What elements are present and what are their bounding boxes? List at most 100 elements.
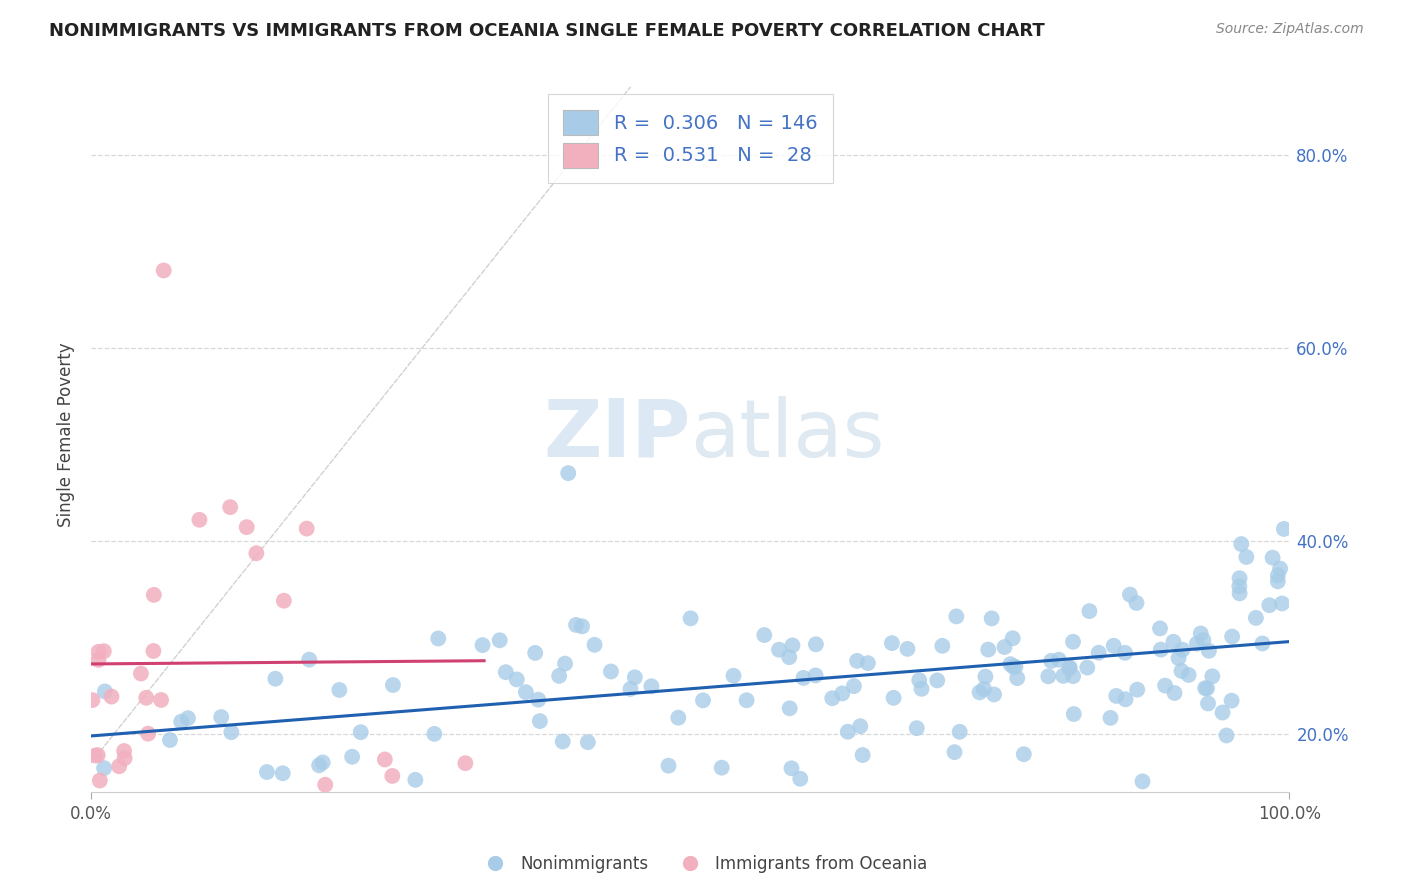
Text: Source: ZipAtlas.com: Source: ZipAtlas.com [1216, 22, 1364, 37]
Point [846, 654, 869, 668]
Point [969, 685, 991, 699]
Point [89, 773, 111, 788]
Point [515, 685, 537, 699]
Point [1132, 774, 1154, 789]
Point [136, 727, 159, 741]
Point [1267, 568, 1289, 582]
Point [977, 642, 1000, 657]
Point [264, 672, 287, 686]
Legend: R =  0.306   N = 146, R =  0.531   N =  28: R = 0.306 N = 146, R = 0.531 N = 28 [547, 95, 832, 183]
Point [1150, 642, 1173, 657]
Point [271, 766, 294, 780]
Point [1062, 669, 1084, 683]
Point [1261, 550, 1284, 565]
Point [112, 744, 135, 758]
Point [931, 639, 953, 653]
Point [471, 638, 494, 652]
Point [837, 724, 859, 739]
Point [495, 665, 517, 680]
Point [1126, 682, 1149, 697]
Point [778, 650, 800, 665]
Point [1038, 669, 1060, 683]
Point [883, 690, 905, 705]
Point [896, 641, 918, 656]
Point [170, 714, 193, 729]
Point [551, 734, 574, 748]
Point [1052, 669, 1074, 683]
Point [571, 619, 593, 633]
Point [1102, 639, 1125, 653]
Point [1234, 549, 1257, 564]
Point [1195, 681, 1218, 696]
Point [1177, 668, 1199, 682]
Point [488, 633, 510, 648]
Point [702, 794, 724, 808]
Point [1229, 571, 1251, 585]
Point [880, 636, 903, 650]
Point [1114, 646, 1136, 660]
Point [1099, 711, 1122, 725]
Point [1229, 586, 1251, 600]
Point [789, 772, 811, 786]
Point [782, 639, 804, 653]
Point [768, 642, 790, 657]
Point [135, 690, 157, 705]
Point [84, 748, 107, 763]
Point [792, 671, 814, 685]
Point [1220, 694, 1243, 708]
Point [142, 644, 165, 658]
Point [842, 679, 865, 693]
Point [1001, 632, 1024, 646]
Point [624, 670, 647, 684]
Point [177, 711, 200, 725]
Point [1167, 651, 1189, 665]
Point [152, 263, 174, 277]
Point [804, 637, 827, 651]
Point [1047, 653, 1070, 667]
Point [692, 693, 714, 707]
Point [1197, 697, 1219, 711]
Point [1268, 561, 1291, 575]
Point [565, 618, 588, 632]
Point [949, 724, 972, 739]
Point [314, 778, 336, 792]
Point [1002, 659, 1025, 673]
Point [87, 645, 110, 659]
Point [1251, 636, 1274, 650]
Point [1271, 597, 1294, 611]
Point [506, 673, 529, 687]
Text: NONIMMIGRANTS VS IMMIGRANTS FROM OCEANIA SINGLE FEMALE POVERTY CORRELATION CHART: NONIMMIGRANTS VS IMMIGRANTS FROM OCEANIA… [49, 22, 1045, 40]
Point [943, 745, 966, 759]
Point [1076, 660, 1098, 674]
Point [983, 688, 1005, 702]
Point [657, 758, 679, 772]
Point [1189, 626, 1212, 640]
Point [945, 609, 967, 624]
Point [1163, 686, 1185, 700]
Point [350, 725, 373, 739]
Point [1000, 657, 1022, 672]
Point [1227, 579, 1250, 593]
Point [831, 686, 853, 700]
Point [980, 611, 1002, 625]
Point [221, 725, 243, 739]
Point [1230, 537, 1253, 551]
Point [927, 673, 949, 688]
Point [679, 611, 702, 625]
Point [219, 500, 242, 515]
Point [1258, 598, 1281, 612]
Point [256, 765, 278, 780]
Point [524, 646, 547, 660]
Point [404, 772, 426, 787]
Point [1005, 671, 1028, 685]
Point [100, 690, 122, 704]
Point [1170, 664, 1192, 678]
Point [308, 758, 330, 772]
Y-axis label: Single Female Poverty: Single Female Poverty [58, 343, 75, 527]
Point [710, 761, 733, 775]
Point [583, 638, 606, 652]
Point [619, 681, 641, 696]
Point [142, 588, 165, 602]
Point [311, 756, 333, 770]
Point [295, 522, 318, 536]
